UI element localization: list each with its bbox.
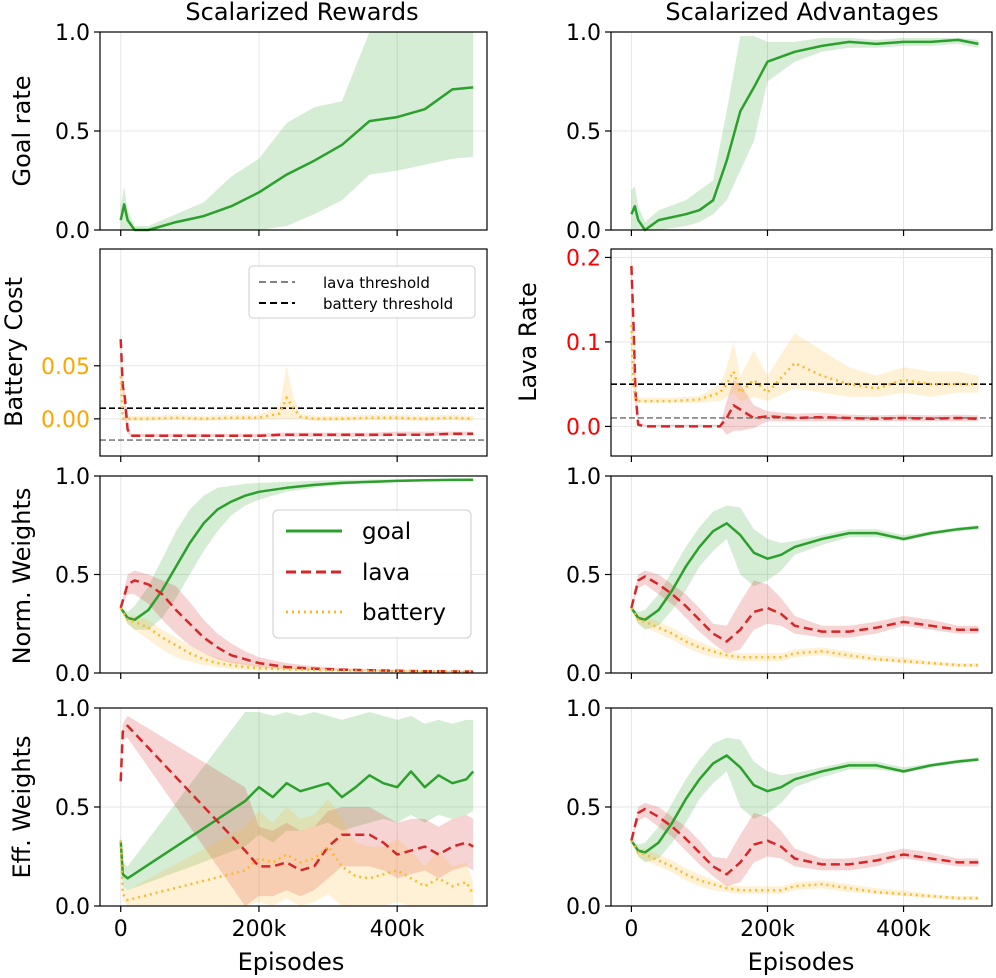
- y-tick-label: 1.0: [566, 465, 601, 490]
- y-tick-label: 0.5: [566, 564, 601, 589]
- legend-goal-label: goal: [362, 519, 411, 545]
- panel-goal-rate-advantages: 0.0 0.5 1.0: [566, 21, 993, 244]
- series-lava-line: [119, 339, 474, 438]
- band-goal: [120, 712, 474, 891]
- xlabel-left: Episodes: [238, 948, 345, 976]
- band-battery: [631, 308, 979, 403]
- y-tick-label: 0.5: [566, 796, 601, 821]
- series-lava-line: [630, 265, 979, 428]
- y-tick-label: 0.0: [566, 895, 601, 920]
- y-tick-label: 0.5: [55, 796, 90, 821]
- panel-eff-weights-advantages: 0.0 0.5 1.0 0 200k 400k: [566, 697, 993, 942]
- legend-battery-threshold-label: battery threshold: [323, 295, 453, 313]
- xlabel-right: Episodes: [748, 948, 855, 976]
- series-goal-line: [119, 770, 475, 880]
- legend-lava-threshold-label: lava threshold: [323, 274, 430, 292]
- x-tick-label: 200k: [740, 917, 795, 942]
- y-tick-label: 0.0: [55, 662, 90, 687]
- band-battery: [120, 608, 474, 673]
- ylabel-battery-cost: Battery Cost: [0, 277, 28, 427]
- threshold-legend-box: [248, 265, 476, 319]
- legend-battery-label: battery: [362, 600, 446, 626]
- panel-norm-weights-advantages: 0.0 0.5 1.0: [566, 465, 993, 687]
- band-battery: [631, 840, 979, 901]
- ylabel-lava-rate: Lava Rate: [514, 282, 542, 402]
- y-tick-label: 0.05: [41, 355, 90, 380]
- series-lava-line: [119, 724, 474, 872]
- band-goal: [120, 478, 474, 630]
- y-tick-label: 0.5: [55, 564, 90, 589]
- weights-legend-box: [272, 509, 472, 639]
- series-battery-line: [630, 324, 979, 403]
- ylabel-goal-rate: Goal rate: [8, 75, 36, 186]
- x-tick-label: 400k: [370, 917, 425, 942]
- y-tick-label: 1.0: [55, 697, 90, 722]
- y-tick-label: 0.0: [55, 219, 90, 244]
- band-lava: [120, 570, 474, 673]
- y-tick-label: 0.1: [566, 331, 601, 356]
- band-goal: [631, 36, 979, 230]
- band-lava: [120, 715, 474, 906]
- band-battery: [120, 355, 474, 421]
- x-tick-label: 0: [624, 917, 638, 942]
- legend-lava-label: lava: [362, 560, 410, 586]
- axes-frame: [610, 248, 993, 457]
- y-tick-label: 0.0: [566, 415, 601, 440]
- panel-cost-advantages: 0.0 0.1 0.2: [566, 246, 993, 462]
- band-lava: [631, 570, 979, 654]
- y-tick-label: 0.00: [41, 408, 90, 433]
- panel-goal-rate-rewards: 0.0 0.5 1.0: [55, 21, 488, 244]
- x-tick-label: 400k: [876, 917, 931, 942]
- y-tick-label: 1.0: [566, 21, 601, 46]
- ylabel-norm-weights: Norm. Weights: [8, 488, 36, 665]
- series-lava-line: [119, 579, 474, 673]
- column-title-advantages: Scalarized Advantages: [665, 0, 938, 26]
- band-battery: [631, 608, 979, 668]
- x-tick-label: 0: [114, 917, 128, 942]
- y-tick-label: 0.5: [55, 120, 90, 145]
- series-goal-line: [119, 86, 474, 232]
- y-tick-label: 1.0: [566, 697, 601, 722]
- series-battery-line: [119, 607, 474, 674]
- series-lava-line: [630, 807, 979, 876]
- column-title-rewards: Scalarized Rewards: [185, 0, 418, 26]
- plot-area: [611, 249, 992, 456]
- y-tick-label: 0.0: [566, 219, 601, 244]
- series-lava-line: [630, 575, 979, 643]
- band-lava: [631, 803, 979, 887]
- y-tick-label: 1.0: [55, 21, 90, 46]
- y-tick-label: 0.2: [566, 246, 601, 271]
- x-tick-label: 200k: [232, 917, 287, 942]
- band-goal: [120, 32, 474, 230]
- threshold-legend: lava threshold battery threshold: [248, 265, 476, 319]
- band-lava: [631, 257, 979, 435]
- y-tick-label: 0.0: [566, 662, 601, 687]
- series-battery-line: [119, 376, 474, 421]
- series-goal-line: [630, 522, 979, 622]
- y-tick-label: 0.5: [566, 120, 601, 145]
- series-goal-line: [630, 38, 979, 232]
- panel-eff-weights-rewards: 0.0 0.5 1.0 0 200k 400k: [55, 697, 488, 942]
- ylabel-eff-weights: Eff. Weights: [8, 735, 36, 878]
- y-tick-label: 1.0: [55, 465, 90, 490]
- y-tick-label: 0.0: [55, 895, 90, 920]
- series-goal-line: [630, 754, 979, 854]
- series-goal-line: [119, 478, 474, 622]
- axes-frame: [99, 248, 488, 457]
- weights-legend: goal lava battery: [272, 509, 472, 639]
